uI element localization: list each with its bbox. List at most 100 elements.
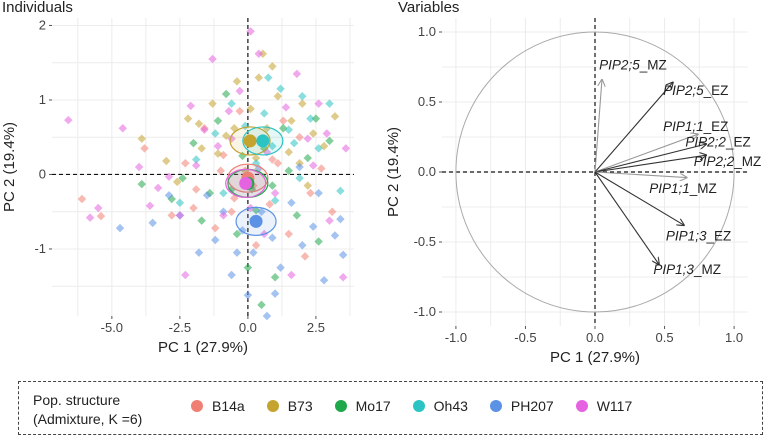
scatter-point-ph207: [295, 162, 304, 172]
scatter-point-mo17: [270, 273, 280, 282]
scatter-point-mo17: [303, 153, 312, 163]
scatter-point-ph207: [336, 214, 345, 224]
y-tick-label: 1: [39, 92, 46, 107]
scatter-point-oh43: [219, 188, 228, 198]
scatter-point-w117: [175, 211, 185, 220]
scatter-point-mo17: [314, 237, 323, 246]
legend-item-oh43: Oh43: [412, 398, 468, 414]
vector-label: PIP1;3_MZ: [653, 262, 721, 277]
x-axis-label: PC 1 (27.9%): [550, 349, 640, 366]
vector-label-zone: _MZ: [689, 181, 717, 196]
vector-label-zone: _MZ: [639, 58, 667, 73]
scatter-point-mo17: [197, 216, 206, 225]
scatter-point-w117: [227, 134, 236, 143]
scatter-point-ph207: [319, 275, 329, 285]
scatter-point-w117: [164, 172, 174, 181]
scatter-point-ph207: [298, 240, 307, 250]
scatter-point-oh43: [336, 186, 345, 196]
y-tick-label: 0.5: [418, 94, 436, 109]
legend-item-w117: W117: [575, 398, 632, 414]
pca-figure: Individuals -5.0 -2.5 0.0 2.5 -1 0 1 2 PC 1 (27.9…: [1, 0, 761, 366]
scatter-point-b14a: [235, 106, 244, 116]
scatter-point-mo17: [213, 116, 223, 126]
vector-label-zone: _MZ: [693, 262, 721, 277]
scatter-point-w117: [186, 101, 195, 111]
panel-individuals: Individuals -5.0 -2.5 0.0 2.5 -1 0 1 2 PC 1 (27.9…: [1, 0, 354, 356]
centroid-oh43: [256, 134, 270, 148]
scatter-point-ph207: [243, 290, 253, 300]
scatter-point-ph207: [249, 248, 258, 257]
y-tick-label: -0.5: [414, 234, 436, 249]
scatter-point-ph207: [194, 248, 204, 257]
scatter-point-b73: [273, 91, 283, 101]
scatter-point-ph207: [148, 218, 157, 228]
x-tick-label: 0.5: [656, 330, 674, 345]
scatter-point-ph207: [308, 222, 318, 231]
vector-label-gene: PIP2;5: [663, 83, 704, 98]
scatter-point-b14a: [191, 185, 201, 194]
scatter-point-b73: [262, 124, 272, 133]
scatter-point-b14a: [306, 188, 315, 198]
scatter-point-w117: [325, 216, 334, 225]
scatter-point-mo17: [221, 89, 231, 99]
scatter-point-w117: [208, 54, 217, 64]
x-tick-label: -5.0: [101, 320, 123, 335]
scatter-point-w117: [85, 213, 95, 222]
vector-label: PIP2;5_MZ: [599, 58, 667, 73]
scatter-point-b73: [183, 114, 193, 123]
vector-label: PIP1;1_EZ: [663, 119, 728, 134]
loading-vector: [594, 171, 687, 178]
scatter-point-b73: [172, 177, 182, 187]
scatter-point-mo17: [257, 300, 266, 310]
scatter-point-w117: [235, 86, 244, 96]
scatter-point-w117: [281, 103, 291, 112]
loading-vector: [594, 82, 673, 173]
loading-vector: [594, 171, 659, 264]
x-tick-label: 0.0: [239, 320, 257, 335]
scatter-point-w117: [200, 125, 209, 134]
scatter-point-b14a: [284, 229, 293, 239]
scatter-point-w117: [118, 124, 127, 133]
scatter-point-mo17: [243, 263, 253, 272]
scatter-point-mo17: [284, 166, 293, 175]
x-axis-label: PC 1 (27.9%): [158, 339, 248, 356]
scatter-point-b14a: [140, 144, 149, 153]
y-tick-label: 0.0: [418, 164, 436, 179]
scatter-point-ph207: [257, 207, 266, 216]
scatter-point-b14a: [181, 159, 190, 168]
vector-label-gene: PIP1;3: [666, 228, 707, 243]
scatter-point-b73: [254, 73, 264, 82]
scatter-point-mo17: [268, 181, 277, 190]
scatter-point-ph207: [262, 311, 272, 321]
x-tick-label: -2.5: [169, 320, 191, 335]
scatter-point-b14a: [268, 155, 277, 164]
scatter-point-oh43: [268, 141, 277, 151]
legend-swatch: [412, 400, 425, 412]
legend-swatch: [191, 400, 203, 412]
legend-item-mo17: Mo17: [334, 398, 391, 414]
scatter-point-b73: [308, 129, 318, 138]
loading-vector: [594, 144, 706, 173]
x-tick-label: 0.0: [586, 330, 604, 345]
scatter-point-b73: [246, 104, 255, 114]
scatter-point-b14a: [273, 159, 283, 168]
legend-label: B14a: [212, 398, 245, 414]
scatter-point-ph207: [268, 233, 277, 243]
legend-items: B14a B73 Mo17 Oh43 PH207 W117: [191, 398, 654, 414]
legend-label: Oh43: [433, 398, 468, 414]
scatter-point-ph207: [232, 248, 242, 257]
centroid-ph207: [249, 214, 263, 228]
scatter-point-ph207: [276, 263, 285, 272]
scatter-point-b73: [213, 149, 223, 158]
vector-label: PIP2;5_EZ: [663, 83, 728, 98]
legend-swatch: [266, 400, 279, 412]
scatter-point-b73: [303, 181, 312, 190]
scatter-point-w117: [145, 201, 155, 210]
scatter-point-ph207: [314, 188, 323, 198]
correlation-circle: [455, 31, 735, 313]
scatter-point-w117: [303, 134, 312, 143]
scatter-point-ph207: [270, 289, 280, 298]
x-tick-label: 1.0: [725, 330, 743, 345]
scatter-point-mo17: [137, 179, 147, 189]
scatter-point-b73: [232, 77, 242, 86]
